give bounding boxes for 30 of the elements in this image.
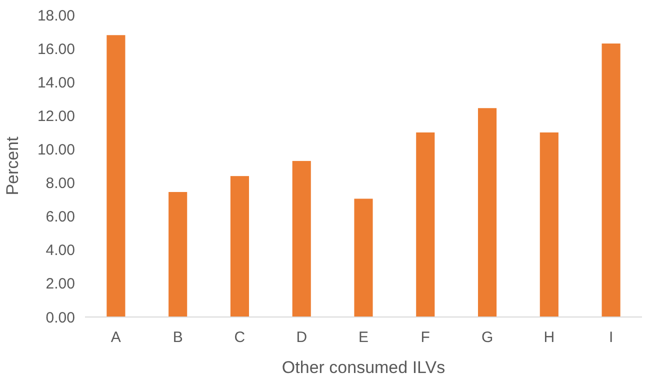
x-tick-label: C	[234, 329, 246, 346]
y-tick-label: 4.00	[46, 242, 75, 260]
x-tick-label: G	[481, 329, 494, 346]
bar	[292, 160, 311, 317]
x-tick-label: F	[420, 329, 430, 346]
y-axis-title: Percent	[3, 136, 22, 196]
bar	[168, 192, 188, 317]
bar	[540, 132, 558, 317]
y-tick-label: 2.00	[46, 276, 75, 293]
x-tick-label: A	[110, 329, 121, 346]
y-tick-label: 0.00	[46, 309, 75, 326]
x-axis-title: Other consumed ILVs	[282, 358, 446, 377]
bar	[354, 198, 373, 317]
bar	[416, 132, 435, 317]
bar	[106, 35, 126, 317]
bar	[478, 108, 497, 317]
y-tick-label: 10.00	[37, 141, 75, 158]
x-tick-label: H	[544, 329, 555, 346]
x-tick-label: E	[358, 329, 369, 346]
bar	[602, 44, 620, 317]
x-tick-label: B	[172, 329, 183, 346]
y-tick-label: 18.00	[37, 7, 75, 24]
x-tick-label: I	[608, 329, 614, 346]
y-tick-label: 6.00	[46, 208, 75, 226]
y-tick-label: 8.00	[46, 175, 75, 192]
x-tick-label: D	[296, 329, 308, 346]
y-tick-label: 16.00	[37, 40, 75, 58]
bar	[230, 176, 250, 317]
y-tick-label: 12.00	[37, 108, 75, 125]
y-tick-label: 14.00	[37, 74, 75, 92]
